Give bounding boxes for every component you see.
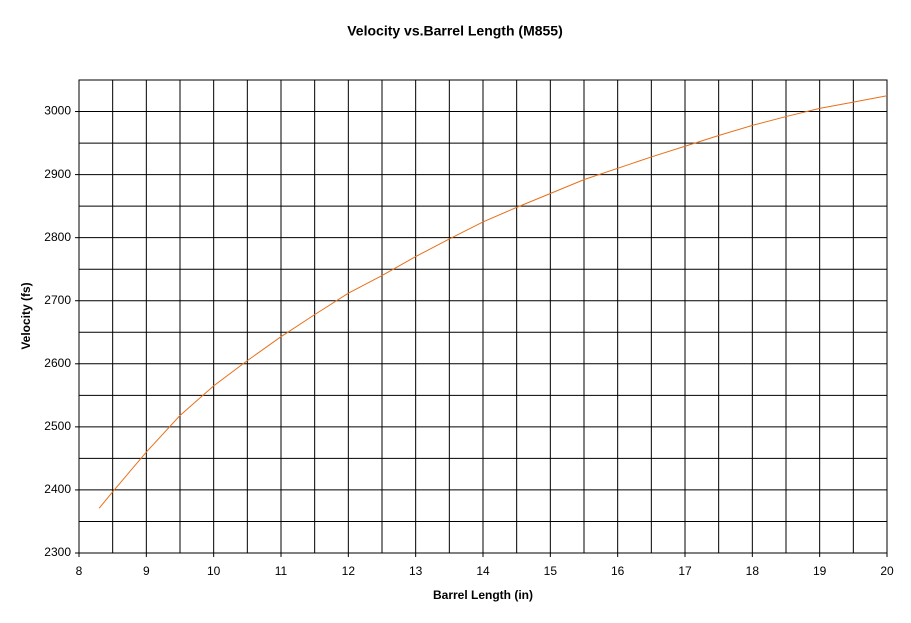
x-axis-label: Barrel Length (in) <box>433 588 533 602</box>
x-tick-label: 10 <box>207 564 221 578</box>
y-tick-label: 2300 <box>44 545 71 559</box>
x-tick-label: 12 <box>342 564 356 578</box>
data-line <box>98 95 888 509</box>
x-tick-label: 14 <box>476 564 490 578</box>
x-tick-label: 20 <box>880 564 894 578</box>
x-tick-label: 15 <box>544 564 558 578</box>
x-tick-label: 13 <box>409 564 423 578</box>
y-tick-label: 2500 <box>44 419 71 433</box>
x-tick-label: 19 <box>813 564 827 578</box>
x-tick-label: 8 <box>76 564 83 578</box>
x-tick-label: 9 <box>143 564 150 578</box>
y-tick-label: 2900 <box>44 167 71 181</box>
y-axis-label: Velocity (fs) <box>19 282 33 349</box>
y-tick-label: 2700 <box>44 293 71 307</box>
chart-title: Velocity vs.Barrel Length (M855) <box>347 23 563 39</box>
y-tick-label: 2800 <box>44 230 71 244</box>
y-tick-label: 3000 <box>44 104 71 118</box>
x-tick-label: 11 <box>275 564 288 578</box>
x-tick-label: 16 <box>611 564 625 578</box>
x-tick-label: 17 <box>678 564 692 578</box>
plot-border <box>78 79 888 554</box>
y-tick-label: 2400 <box>44 482 71 496</box>
y-tick-label: 2600 <box>44 356 71 370</box>
x-tick-label: 18 <box>746 564 760 578</box>
